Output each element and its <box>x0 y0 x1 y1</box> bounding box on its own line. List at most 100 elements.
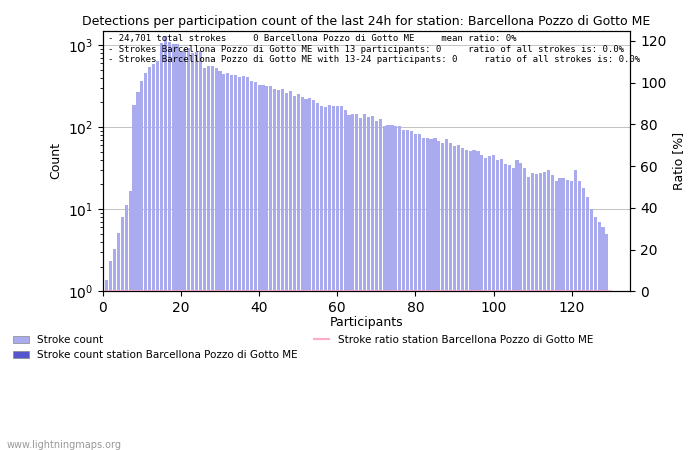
Bar <box>152 64 155 450</box>
Bar <box>445 140 448 450</box>
Bar <box>297 94 300 450</box>
Bar <box>179 52 183 450</box>
Bar <box>477 151 480 450</box>
Bar <box>457 144 460 450</box>
Bar <box>547 170 550 450</box>
Bar <box>449 143 452 450</box>
Bar <box>246 77 249 450</box>
Bar <box>355 114 358 450</box>
Bar <box>316 103 319 450</box>
Bar <box>589 209 593 450</box>
Bar <box>542 172 546 450</box>
Bar <box>421 138 425 450</box>
Bar <box>258 85 260 450</box>
Bar <box>488 156 491 450</box>
Text: www.lightningmaps.org: www.lightningmaps.org <box>7 440 122 450</box>
Bar <box>606 234 608 450</box>
Bar <box>129 191 132 450</box>
Bar <box>351 113 354 450</box>
Text: - 24,701 total strokes     0 Barcellona Pozzo di Gotto ME     mean ratio: 0%
- S: - 24,701 total strokes 0 Barcellona Pozz… <box>108 35 640 64</box>
Bar <box>206 66 210 450</box>
Bar <box>234 76 237 450</box>
Bar <box>402 130 405 450</box>
Bar <box>223 74 225 450</box>
Bar <box>562 178 566 450</box>
Bar <box>512 167 514 450</box>
Bar <box>386 125 390 450</box>
Bar <box>480 155 484 450</box>
Bar <box>500 159 503 450</box>
Bar <box>328 105 331 450</box>
Bar <box>308 99 312 450</box>
Bar <box>230 75 233 450</box>
Bar <box>519 163 522 450</box>
Bar <box>289 91 292 450</box>
Bar <box>156 61 159 450</box>
Bar <box>398 126 401 450</box>
Bar <box>125 206 128 450</box>
Bar <box>140 81 143 450</box>
Bar <box>371 116 374 450</box>
Bar <box>172 44 175 450</box>
Bar <box>383 126 386 450</box>
Bar <box>508 165 511 450</box>
Bar <box>265 86 269 450</box>
Bar <box>598 222 601 450</box>
Bar <box>273 89 276 450</box>
Bar <box>113 249 116 450</box>
Legend: Stroke count, Stroke count station Barcellona Pozzo di Gotto ME, Stroke ratio st: Stroke count, Stroke count station Barce… <box>9 331 597 364</box>
Bar <box>199 51 202 450</box>
Bar <box>261 85 265 450</box>
Bar <box>410 131 413 450</box>
Bar <box>468 151 472 450</box>
Bar <box>215 68 218 450</box>
Bar <box>430 139 433 450</box>
Bar <box>144 73 147 450</box>
Bar <box>484 158 487 450</box>
Bar <box>418 134 421 450</box>
Bar <box>168 42 171 450</box>
Title: Detections per participation count of the last 24h for station: Barcellona Pozzo: Detections per participation count of th… <box>83 15 651 28</box>
Bar <box>379 119 382 450</box>
Bar <box>238 77 241 450</box>
Bar <box>293 96 296 450</box>
Bar <box>551 175 554 450</box>
Bar <box>515 160 519 450</box>
Bar <box>324 107 327 450</box>
Bar <box>559 178 561 450</box>
Bar <box>359 118 363 450</box>
Bar <box>535 174 538 450</box>
Bar <box>374 121 378 450</box>
Bar <box>121 217 124 450</box>
Bar <box>492 155 495 450</box>
Bar <box>433 138 437 450</box>
Bar <box>582 188 585 450</box>
Bar <box>203 68 206 450</box>
Bar <box>539 172 542 450</box>
Bar <box>281 89 284 450</box>
Bar <box>367 117 370 450</box>
Bar <box>473 149 475 450</box>
Bar <box>601 227 605 450</box>
X-axis label: Participants: Participants <box>330 316 403 329</box>
Bar <box>347 115 351 450</box>
Bar <box>187 48 190 450</box>
Bar <box>176 45 178 450</box>
Bar <box>105 279 108 450</box>
Bar <box>211 67 214 450</box>
Bar <box>148 67 151 450</box>
Bar <box>117 233 120 450</box>
Bar <box>312 100 316 450</box>
Bar <box>453 146 456 450</box>
Bar <box>531 173 534 450</box>
Bar <box>226 73 230 450</box>
Bar <box>363 114 366 450</box>
Bar <box>391 126 393 450</box>
Bar <box>609 291 612 450</box>
Bar <box>574 170 578 450</box>
Bar <box>336 106 339 450</box>
Bar <box>344 110 346 450</box>
Bar <box>136 92 139 450</box>
Bar <box>578 181 581 450</box>
Bar <box>109 261 112 450</box>
